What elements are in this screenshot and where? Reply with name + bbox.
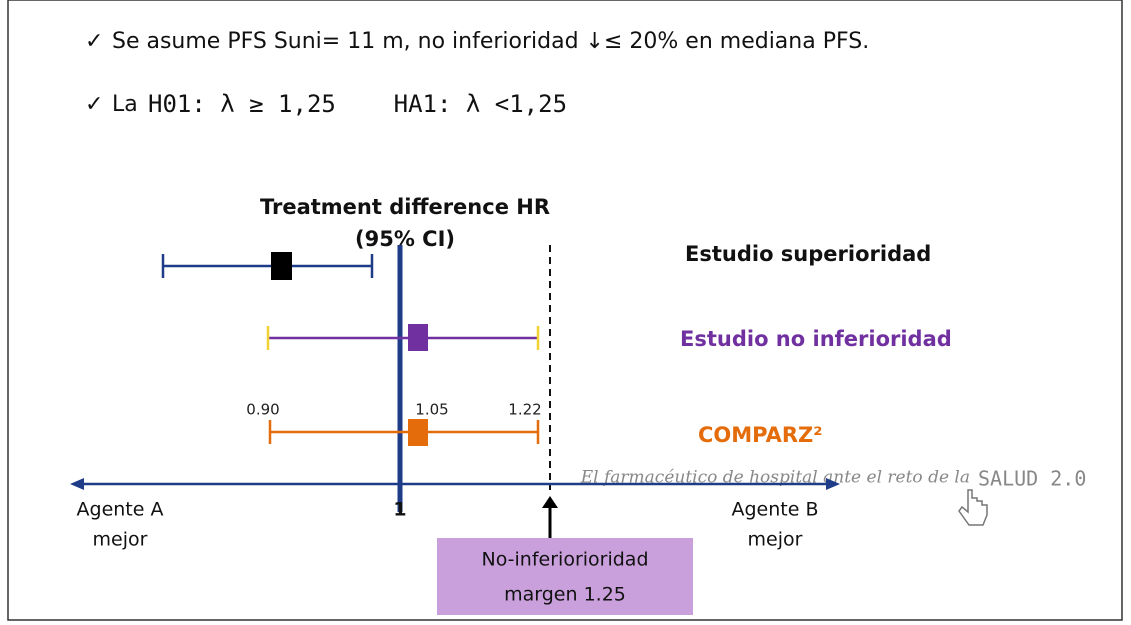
axis-left: mejor	[93, 529, 148, 551]
margin-box	[437, 538, 693, 615]
bullet-lead: La	[112, 92, 138, 117]
bullet-hypothesis: H01: λ ≥ 1,25 HA1: λ <1,25	[148, 90, 567, 118]
check: ✓	[85, 92, 103, 117]
plot-title: Treatment difference HR	[260, 195, 550, 219]
hand-icon	[958, 489, 988, 526]
row-label: COMPARZ²	[698, 423, 822, 447]
row-comparz	[268, 419, 540, 446]
axis-left: Agente A	[77, 499, 164, 521]
ci-lower: 0.90	[246, 401, 279, 419]
slide-frame	[7, 0, 1123, 621]
row-label: Estudio superioridad	[685, 242, 931, 266]
margin-text: No-inferiorioridad	[481, 549, 648, 571]
axis-right: Agente B	[731, 499, 818, 521]
axis-center: 1	[393, 499, 406, 521]
brand: SALUD 2.0	[978, 467, 1086, 491]
row-label: Estudio no inferioridad	[680, 327, 952, 351]
axis-right: mejor	[748, 529, 803, 551]
background-script: El farmacéutico de hospital ante el reto…	[580, 468, 970, 488]
plot-subtitle: (95% CI)	[355, 227, 455, 251]
check: ✓	[85, 29, 103, 54]
ci-upper: 1.22	[508, 401, 541, 419]
margin-arrowhead	[542, 496, 558, 508]
row-noninferiority	[266, 324, 540, 351]
bullet: Se asume PFS Suni= 11 m, no inferioridad…	[112, 29, 869, 54]
row-superiority	[161, 252, 374, 280]
margin-text: margen 1.25	[504, 584, 626, 606]
point-estimate: 1.05	[415, 401, 448, 419]
